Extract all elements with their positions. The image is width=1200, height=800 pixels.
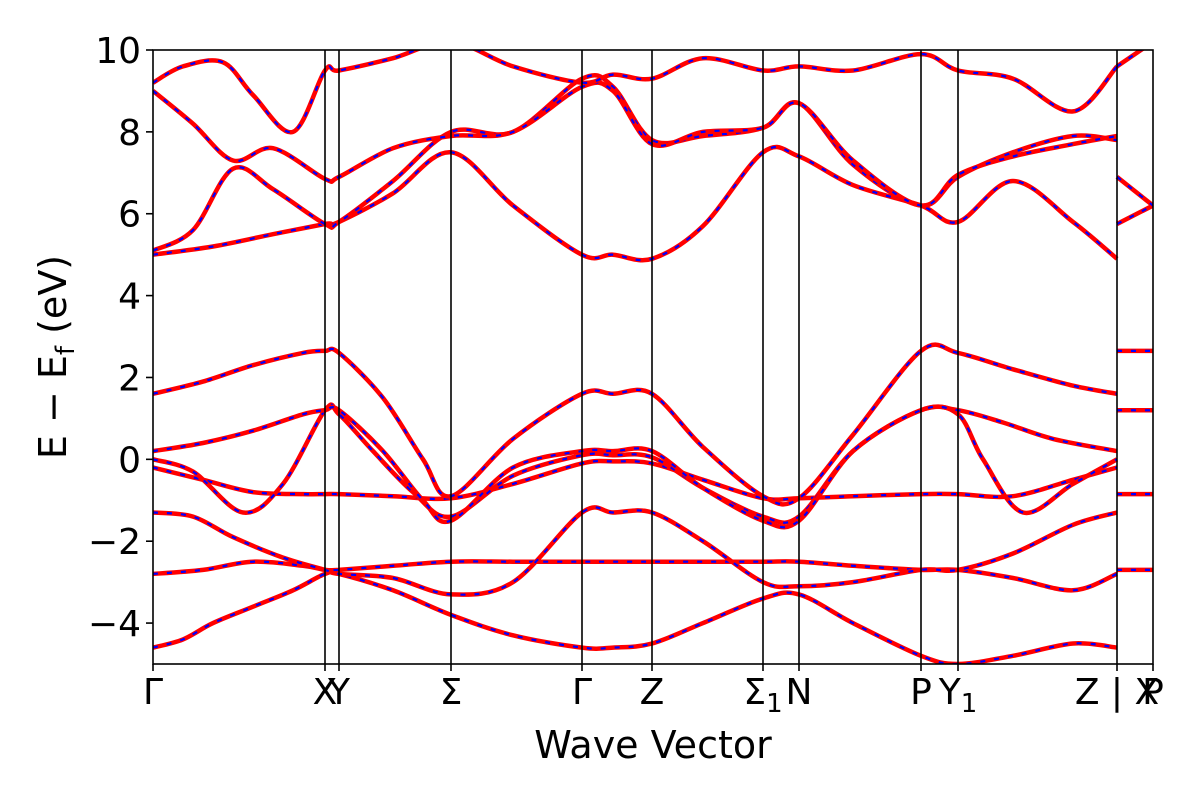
- y-tick-label-6: 8: [118, 113, 141, 154]
- band-2-overlay: [153, 506, 1118, 596]
- band-0: [153, 569, 1118, 664]
- x-tick-label-2: Y: [327, 672, 351, 713]
- x-tick-label-3: Σ: [440, 672, 463, 713]
- y-axis-label-subscript: f: [51, 345, 81, 355]
- x-tick-label-9: Y1: [938, 672, 978, 719]
- band-2: [153, 505, 1118, 597]
- y-tick-label-1: −2: [88, 522, 141, 563]
- y-tick-label-2: 0: [118, 440, 141, 481]
- y-axis-label-unit: (eV): [31, 255, 75, 346]
- band-6: [153, 342, 1118, 507]
- band-9: [153, 80, 1118, 208]
- band-6-overlay: [153, 343, 1118, 506]
- band-lines: [153, 50, 1153, 664]
- y-axis-label-main: E − E: [31, 355, 75, 459]
- plot-frame: [152, 49, 1154, 665]
- y-tick-label-0: −4: [88, 604, 141, 645]
- band-7: [153, 144, 1119, 263]
- y-tick-label-5: 6: [118, 195, 141, 236]
- x-axis-label: Wave Vector: [534, 723, 772, 767]
- x-tick-label-11: P: [1142, 672, 1164, 713]
- y-axis-label: E − Ef (eV): [31, 255, 81, 459]
- x-axis: Γ XY Σ Γ Z Σ1 N P Y1 Z | XP: [143, 664, 1164, 719]
- x-tick-label-5: Z: [640, 672, 665, 713]
- band-3: [153, 458, 1118, 502]
- x-tick-label-10: Z | X: [1075, 672, 1159, 713]
- y-axis: −4 −2 0 2 4 6 8 10: [88, 31, 153, 645]
- band-17: [1115, 50, 1145, 69]
- x-tick-label-7: N: [786, 672, 813, 713]
- band-10-overlay: [153, 50, 1118, 134]
- band-9-overlay: [153, 81, 1118, 207]
- x-tick-label-8: P: [910, 672, 932, 713]
- band-5-overlay: [153, 405, 1118, 529]
- x-tick-label-0: Γ: [143, 672, 163, 713]
- band-11: [1115, 203, 1153, 226]
- band-8-overlay: [153, 74, 1118, 252]
- y-tick-label-7: 10: [95, 31, 141, 72]
- y-tick-label-4: 4: [118, 277, 141, 318]
- x-tick-label-4: Γ: [572, 672, 592, 713]
- y-tick-label-3: 2: [118, 358, 141, 399]
- x-tick-label-1: X: [313, 672, 338, 713]
- high-symmetry-lines: [324, 50, 1118, 664]
- band-4: [153, 402, 1119, 525]
- x-tick-label-6: Σ1: [743, 672, 782, 719]
- band-12: [1115, 175, 1153, 208]
